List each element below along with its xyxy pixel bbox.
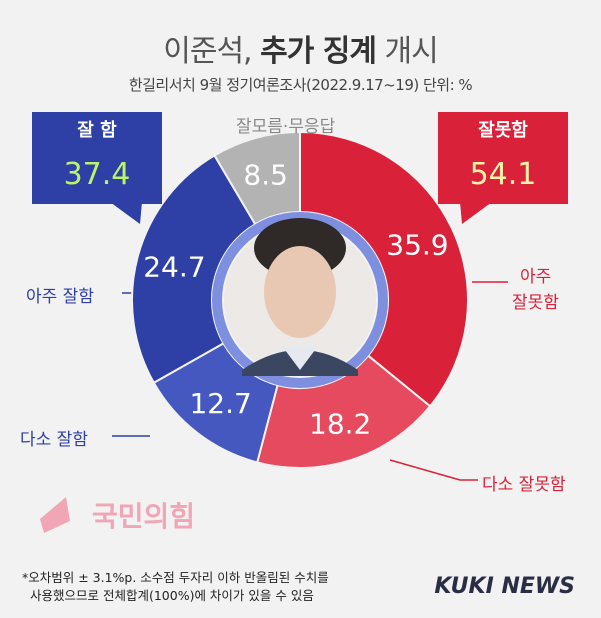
chart-subtitle: 한길리서치 9월 정기여론조사(2022.9.17~19) 단위: % — [128, 76, 473, 94]
slice-value-very-bad: 35.9 — [386, 228, 448, 261]
chart-title: 이준석, 추가 징계 개시 — [0, 26, 601, 70]
label-very-bad-line2: 잘못함 — [512, 293, 559, 313]
label-very-bad-line1: 아주 — [520, 267, 552, 287]
brand-logo: KUKI NEWS — [434, 574, 575, 599]
callout-good-value: 37.4 — [34, 148, 160, 202]
slice-value-some-bad: 18.2 — [309, 408, 371, 441]
footnote-line-1: *오차범위 ± 3.1%p. 소수점 두자리 이하 반올림된 수치를 — [22, 570, 329, 585]
slice-value-dk: 8.5 — [243, 159, 288, 192]
footnote: *오차범위 ± 3.1%p. 소수점 두자리 이하 반올림된 수치를 사용했으므… — [22, 569, 329, 605]
slice-value-very-good: 24.7 — [143, 250, 205, 283]
party-logo-icon — [40, 497, 70, 533]
party-logo-text: 국민의힘 — [92, 500, 196, 533]
party-logo: 국민의힘 — [40, 495, 195, 535]
title-post: 개시 — [384, 34, 439, 69]
leader-some-bad — [389, 459, 478, 481]
callout-pointer-bad — [460, 202, 492, 224]
label-some-good: 다소 잘함 — [20, 430, 88, 450]
portrait-image — [224, 218, 376, 376]
callout-good: 잘 함 37.4 — [32, 112, 162, 204]
slice-value-some-good: 12.7 — [189, 387, 251, 420]
callout-good-label: 잘 함 — [34, 114, 160, 148]
footnote-line-2: 사용했으므로 전체합계(100%)에 차이가 있을 수 있음 — [30, 588, 314, 603]
callout-bad: 잘못함 54.1 — [438, 112, 568, 204]
dk-label: 잘모름·무응답 — [236, 117, 336, 137]
label-some-bad: 다소 잘못함 — [482, 475, 566, 495]
callout-bad-label: 잘못함 — [440, 114, 566, 148]
title-pre: 이준석, — [163, 34, 252, 69]
title-bold: 추가 징계 — [260, 34, 377, 69]
label-very-good: 아주 잘함 — [26, 287, 94, 307]
callout-pointer-good — [110, 202, 142, 224]
inner-ring — [212, 212, 388, 388]
callout-bad-value: 54.1 — [440, 148, 566, 202]
